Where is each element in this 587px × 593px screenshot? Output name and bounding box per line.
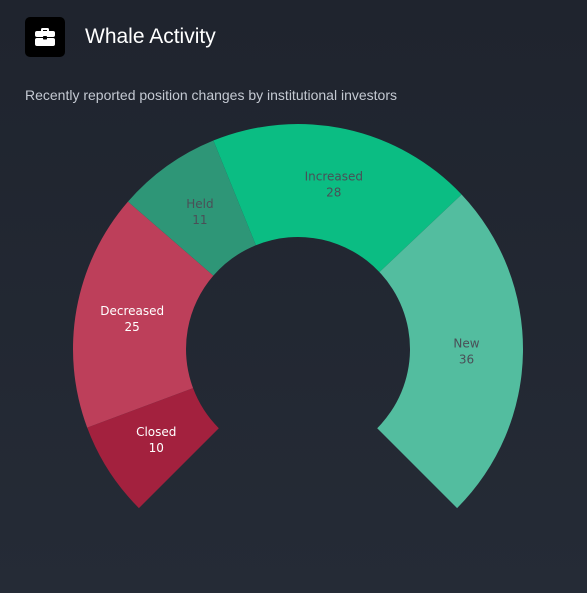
segment-label-decreased: Decreased 25 <box>100 304 164 334</box>
segment-label-closed: Closed 10 <box>136 425 176 455</box>
page-subtitle: Recently reported position changes by in… <box>25 87 397 103</box>
segment-label-new: New 36 <box>453 336 479 366</box>
segment-label-held: Held 11 <box>186 197 213 227</box>
segment-decreased[interactable] <box>73 201 214 428</box>
segment-label-increased: Increased 28 <box>305 169 363 199</box>
segment-closed[interactable] <box>87 388 219 509</box>
segment-increased[interactable] <box>213 124 462 273</box>
segment-held[interactable] <box>127 140 256 276</box>
page-title: Whale Activity <box>85 25 216 48</box>
briefcase-icon <box>25 17 65 57</box>
segment-new[interactable] <box>377 194 524 509</box>
